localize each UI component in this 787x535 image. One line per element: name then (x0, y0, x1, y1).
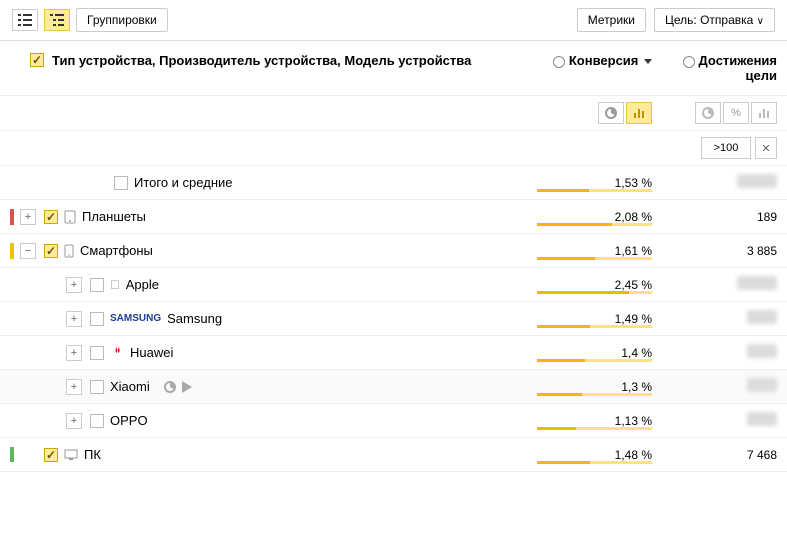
goal-pie-view[interactable] (695, 102, 721, 124)
expand-button[interactable]: + (66, 277, 82, 293)
table-row: + Huawei 1,4 % (0, 336, 787, 370)
conversion-header[interactable]: Конверсия (569, 53, 639, 68)
row-color-bar (10, 209, 14, 225)
goal-selector-button[interactable]: Цель: Отправка ∨ (654, 8, 775, 32)
goal-selector-label: Цель: Отправка (665, 13, 753, 27)
table-row: + Xiaomi 1,3 % (0, 370, 787, 404)
sort-desc-icon (644, 59, 652, 64)
pie-icon (605, 107, 617, 119)
row-checkbox[interactable] (44, 244, 58, 258)
conv-pie-view[interactable] (598, 102, 624, 124)
select-all-checkbox[interactable] (30, 53, 44, 67)
conversion-value: 1,53 % (537, 176, 652, 190)
row-label[interactable]: Итого и средние (134, 175, 232, 190)
blurred-value (747, 310, 777, 324)
table-row: Итого и средние 1,53 % (0, 166, 787, 200)
expand-button[interactable]: + (66, 413, 82, 429)
groupings-button[interactable]: Группировки (76, 8, 168, 32)
row-checkbox[interactable] (114, 176, 128, 190)
expand-button[interactable]: + (66, 311, 82, 327)
table-row: ПК 1,48 % 7 468 (0, 438, 787, 472)
pie-icon (702, 107, 714, 119)
conversion-value: 2,08 % (537, 210, 652, 224)
goal-percent-view[interactable]: % (723, 102, 749, 124)
row-checkbox[interactable] (90, 414, 104, 428)
row-label[interactable]: Планшеты (82, 209, 146, 224)
goal-filter-input[interactable] (701, 137, 751, 159)
bar-icon (633, 107, 645, 119)
goal-value: 7 468 (662, 448, 777, 462)
conversion-value: 1,48 % (537, 448, 652, 462)
row-color-bar (10, 413, 14, 429)
blurred-value (747, 378, 777, 392)
row-color-bar (10, 175, 14, 190)
conversion-value: 1,3 % (537, 380, 652, 394)
blurred-value (737, 276, 777, 290)
dimension-title: Тип устройства, Производитель устройства… (52, 53, 471, 68)
row-label[interactable]: ПК (84, 447, 101, 462)
conversion-value: 1,13 % (537, 414, 652, 428)
row-checkbox[interactable] (90, 312, 104, 326)
table-row: − Смартфоны 1,61 % 3 885 (0, 234, 787, 268)
desktop-icon (64, 449, 78, 461)
conv-bar-view[interactable] (626, 102, 652, 124)
row-label[interactable]: Samsung (167, 311, 222, 326)
conversion-value: 1,61 % (537, 244, 652, 258)
row-label[interactable]: Xiaomi (110, 379, 150, 394)
apple-icon:  (110, 277, 120, 292)
goal-sort-radio[interactable] (683, 56, 695, 68)
blurred-value (737, 174, 777, 188)
row-label[interactable]: Huawei (130, 345, 173, 360)
samsung-icon: SAMSUNG (110, 313, 161, 324)
tablet-icon (64, 210, 76, 224)
goal-value: 3 885 (662, 244, 777, 258)
pie-icon[interactable] (164, 381, 176, 393)
expand-button[interactable]: + (66, 345, 82, 361)
blurred-value (747, 412, 777, 426)
conversion-sort-radio[interactable] (553, 56, 565, 68)
row-checkbox[interactable] (90, 346, 104, 360)
row-color-bar (10, 447, 14, 462)
table-row: + SAMSUNG Samsung 1,49 % (0, 302, 787, 336)
row-label[interactable]: Apple (126, 277, 159, 292)
view-flat-button[interactable] (12, 9, 38, 31)
row-label[interactable]: Смартфоны (80, 243, 153, 258)
expand-button[interactable]: + (20, 209, 36, 225)
conversion-value: 1,4 % (537, 346, 652, 360)
apple-icon:  (110, 277, 120, 292)
play-icon[interactable] (182, 381, 192, 393)
view-tree-button[interactable] (44, 9, 70, 31)
phone-icon (64, 244, 74, 258)
huawei-icon (110, 346, 124, 360)
metrics-button[interactable]: Метрики (577, 8, 646, 32)
goal-value: 189 (662, 210, 777, 224)
table-row: +  Apple 2,45 % (0, 268, 787, 302)
row-label[interactable]: OPPO (110, 413, 148, 428)
row-checkbox[interactable] (90, 278, 104, 292)
table-row: + OPPO 1,13 % (0, 404, 787, 438)
expand-button[interactable]: + (66, 379, 82, 395)
table-row: + Планшеты 2,08 % 189 (0, 200, 787, 234)
row-color-bar (10, 277, 14, 293)
row-checkbox[interactable] (44, 448, 58, 462)
huawei-icon (110, 346, 124, 360)
row-checkbox[interactable] (44, 210, 58, 224)
samsung-icon: SAMSUNG (110, 313, 161, 324)
row-color-bar (10, 345, 14, 361)
bar-icon (758, 107, 770, 119)
conversion-value: 1,49 % (537, 312, 652, 326)
row-color-bar (10, 379, 14, 395)
blurred-value (747, 344, 777, 358)
row-color-bar (10, 311, 14, 327)
goal-header[interactable]: Достижения цели (699, 53, 777, 83)
clear-filter-button[interactable]: ✕ (755, 137, 777, 159)
row-checkbox[interactable] (90, 380, 104, 394)
goal-bar-view[interactable] (751, 102, 777, 124)
row-color-bar (10, 243, 14, 259)
expand-button[interactable]: − (20, 243, 36, 259)
conversion-value: 2,45 % (537, 278, 652, 292)
